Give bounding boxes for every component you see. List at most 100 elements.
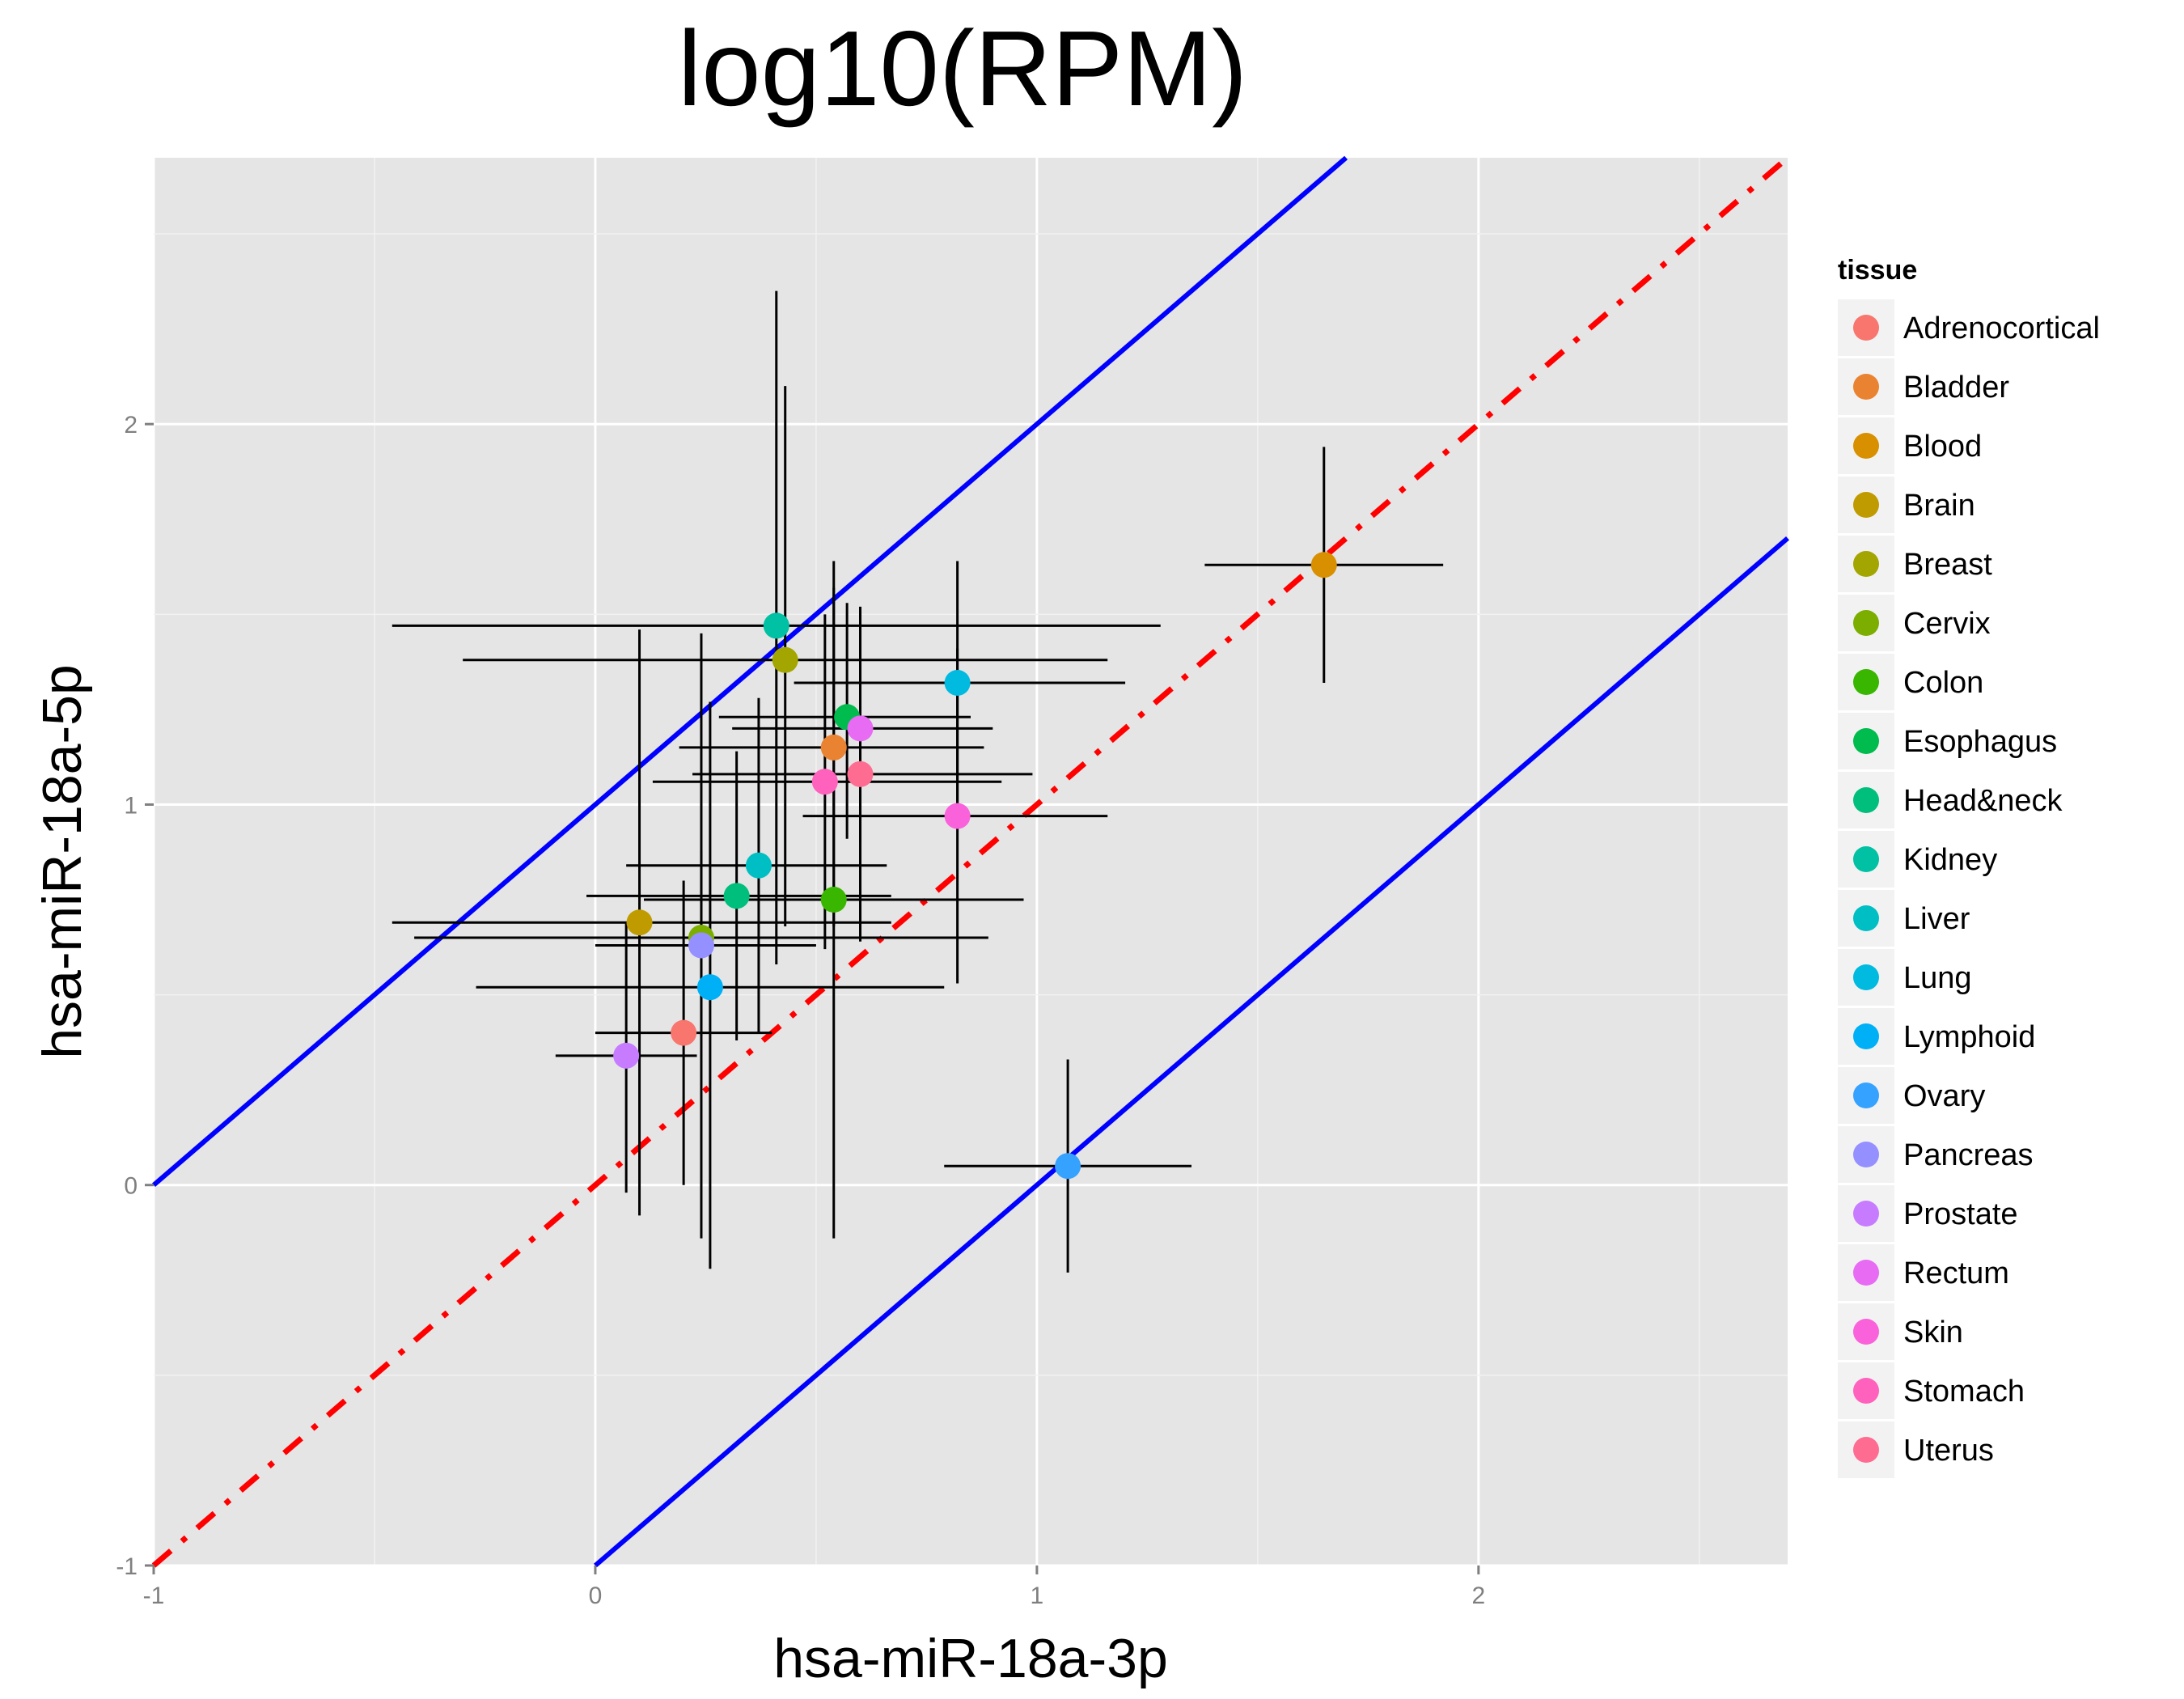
legend-key-marker <box>1853 669 1879 695</box>
data-point <box>1310 552 1337 578</box>
reference-lines <box>151 155 1790 1568</box>
data-point <box>1055 1153 1081 1180</box>
chart-title: log10(RPM) <box>678 9 1247 128</box>
y-tick-label: 2 <box>124 412 138 439</box>
x-tick-label: -1 <box>143 1582 165 1609</box>
legend-item: Kidney <box>1838 831 1997 888</box>
legend-label: Prostate <box>1903 1197 2018 1231</box>
data-point <box>763 612 789 639</box>
y-tick-label: 0 <box>124 1173 138 1200</box>
legend-key-marker <box>1853 1142 1879 1167</box>
data-point <box>944 669 971 696</box>
legend-label: Liver <box>1903 902 1970 936</box>
data-point <box>723 883 750 909</box>
legend-item: Colon <box>1838 654 1983 710</box>
data-point <box>613 1042 640 1069</box>
x-tick-label: 2 <box>1471 1582 1485 1609</box>
legend-key-marker <box>1853 846 1879 872</box>
legend-label: Esophagus <box>1903 725 2057 759</box>
legend-item: Lung <box>1838 949 1972 1006</box>
x-tick-label: 0 <box>589 1582 603 1609</box>
legend-title: tissue <box>1838 255 1917 286</box>
legend-key-marker <box>1853 374 1879 400</box>
legend-label: Uterus <box>1903 1434 1994 1468</box>
legend-label: Brain <box>1903 489 1975 523</box>
legend-key-marker <box>1853 728 1879 754</box>
data-point <box>811 769 838 795</box>
legend-item: Head&neck <box>1838 772 2063 828</box>
legend-label: Lymphoid <box>1903 1020 2035 1054</box>
legend-key-marker <box>1853 492 1879 518</box>
data-points <box>613 552 1337 1180</box>
legend-label: Ovary <box>1903 1079 1985 1113</box>
legend-item: Prostate <box>1838 1185 2018 1242</box>
data-point <box>696 974 723 1001</box>
legend-key-marker <box>1853 905 1879 931</box>
legend-key-marker <box>1853 1023 1879 1049</box>
legend-key-marker <box>1853 964 1879 990</box>
plot-panel <box>154 158 1788 1566</box>
legend-key-marker <box>1853 315 1879 341</box>
data-point <box>820 887 847 913</box>
legend-item: Cervix <box>1838 595 1991 651</box>
data-point <box>626 909 653 936</box>
legend-item: Rectum <box>1838 1244 2009 1301</box>
data-point <box>847 715 874 742</box>
legend-item: Bladder <box>1838 358 2009 415</box>
data-point <box>847 761 874 787</box>
legend-label: Kidney <box>1903 843 1997 877</box>
legend-key-marker <box>1853 1378 1879 1404</box>
legend-label: Breast <box>1903 548 1992 582</box>
legend-label: Adrenocortical <box>1903 311 2100 345</box>
axes: -1 0 1 2 -1 0 1 2 <box>116 412 1485 1609</box>
legend-label: Head&neck <box>1903 784 2063 818</box>
legend-label: Bladder <box>1903 371 2009 405</box>
legend: tissue Adrenocortical Bladder Blood Brain Br… <box>1838 255 2100 1478</box>
legend-key-marker <box>1853 1260 1879 1286</box>
legend-item: Breast <box>1838 536 1992 592</box>
x-tick-label: 1 <box>1031 1582 1044 1609</box>
legend-key-marker <box>1853 433 1879 459</box>
y-tick-label: 1 <box>124 792 138 819</box>
legend-item: Ovary <box>1838 1067 1985 1124</box>
legend-label: Skin <box>1903 1316 1963 1349</box>
x-axis-title: hsa-miR-18a-3p <box>773 1628 1168 1689</box>
data-point <box>688 932 714 959</box>
legend-item: Uterus <box>1838 1421 1994 1478</box>
reference-line <box>593 536 1789 1568</box>
y-axis-title: hsa-miR-18a-5p <box>32 664 93 1059</box>
legend-item: Blood <box>1838 417 1982 474</box>
data-point <box>671 1019 697 1046</box>
legend-label: Lung <box>1903 961 1972 995</box>
legend-key-marker <box>1853 1201 1879 1227</box>
legend-item: Liver <box>1838 890 1970 947</box>
legend-item: Stomach <box>1838 1362 2025 1419</box>
grid-lines <box>152 158 1788 1567</box>
legend-key-marker <box>1853 787 1879 813</box>
data-point <box>820 734 847 761</box>
legend-item: Esophagus <box>1838 713 2057 769</box>
reference-line <box>151 155 1790 1568</box>
legend-key-marker <box>1853 1083 1879 1108</box>
data-point <box>772 646 798 673</box>
legend-key-marker <box>1853 551 1879 577</box>
legend-item: Brain <box>1838 477 1975 533</box>
y-tick-label: -1 <box>116 1553 138 1580</box>
legend-label: Cervix <box>1903 607 1991 641</box>
legend-key-marker <box>1853 610 1879 636</box>
legend-item: Lymphoid <box>1838 1008 2035 1065</box>
legend-label: Stomach <box>1903 1375 2025 1409</box>
legend-label: Colon <box>1903 666 1983 700</box>
legend-label: Pancreas <box>1903 1138 2034 1172</box>
legend-key-marker <box>1853 1319 1879 1345</box>
legend-item: Pancreas <box>1838 1126 2034 1183</box>
legend-item: Adrenocortical <box>1838 299 2100 356</box>
data-point <box>944 803 971 829</box>
reference-line <box>152 155 1348 1188</box>
legend-label: Blood <box>1903 430 1982 464</box>
legend-label: Rectum <box>1903 1256 2009 1290</box>
data-point <box>745 852 772 879</box>
legend-key-marker <box>1853 1437 1879 1463</box>
legend-item: Skin <box>1838 1303 1963 1360</box>
